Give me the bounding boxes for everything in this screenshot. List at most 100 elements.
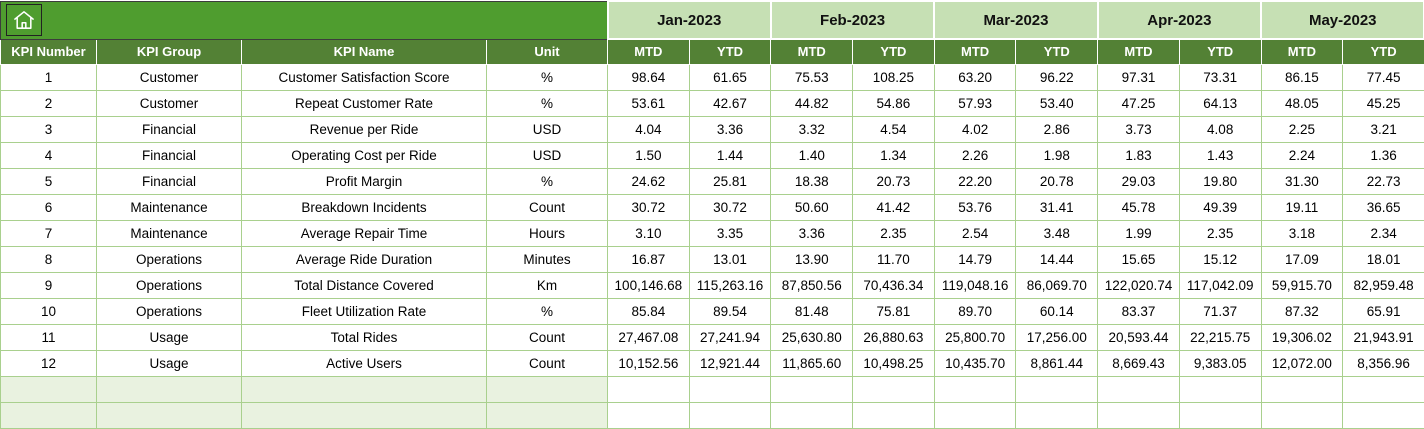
col-header-mar-2023-mtd[interactable]: MTD [934,39,1016,64]
empty-cell[interactable] [1179,402,1261,428]
kpi-group-cell[interactable]: Usage [97,324,242,350]
col-header-apr-2023-mtd[interactable]: MTD [1098,39,1180,64]
value-cell[interactable]: 3.36 [771,220,853,246]
kpi-number-cell[interactable]: 10 [1,298,97,324]
kpi-group-cell[interactable]: Operations [97,272,242,298]
kpi-name-cell[interactable]: Revenue per Ride [242,116,487,142]
value-cell[interactable]: 4.08 [1179,116,1261,142]
value-cell[interactable]: 3.10 [608,220,690,246]
empty-cell[interactable] [934,376,1016,402]
col-header-apr-2023-ytd[interactable]: YTD [1179,39,1261,64]
value-cell[interactable]: 8,861.44 [1016,350,1098,376]
col-header-kpi-name[interactable]: KPI Name [242,39,487,64]
empty-cell[interactable] [1016,402,1098,428]
value-cell[interactable]: 17,256.00 [1016,324,1098,350]
value-cell[interactable]: 70,436.34 [853,272,935,298]
value-cell[interactable]: 81.48 [771,298,853,324]
value-cell[interactable]: 12,072.00 [1261,350,1343,376]
value-cell[interactable]: 60.14 [1016,298,1098,324]
value-cell[interactable]: 15.65 [1098,246,1180,272]
kpi-number-cell[interactable]: 2 [1,90,97,116]
value-cell[interactable]: 82,959.48 [1343,272,1424,298]
value-cell[interactable]: 89.54 [689,298,771,324]
month-header-apr-2023[interactable]: Apr-2023 [1098,1,1261,39]
empty-cell[interactable] [487,402,608,428]
empty-cell[interactable] [771,402,853,428]
empty-cell[interactable] [689,376,771,402]
unit-cell[interactable]: % [487,90,608,116]
value-cell[interactable]: 19.80 [1179,168,1261,194]
kpi-name-cell[interactable]: Breakdown Incidents [242,194,487,220]
empty-cell[interactable] [1016,376,1098,402]
value-cell[interactable]: 87,850.56 [771,272,853,298]
value-cell[interactable]: 1.99 [1098,220,1180,246]
value-cell[interactable]: 42.67 [689,90,771,116]
empty-cell[interactable] [1098,376,1180,402]
kpi-group-cell[interactable]: Operations [97,246,242,272]
col-header-feb-2023-mtd[interactable]: MTD [771,39,853,64]
value-cell[interactable]: 27,467.08 [608,324,690,350]
value-cell[interactable]: 4.54 [853,116,935,142]
value-cell[interactable]: 2.24 [1261,142,1343,168]
empty-cell[interactable] [1261,402,1343,428]
value-cell[interactable]: 11,865.60 [771,350,853,376]
col-header-feb-2023-ytd[interactable]: YTD [853,39,935,64]
value-cell[interactable]: 2.35 [1179,220,1261,246]
value-cell[interactable]: 19,306.02 [1261,324,1343,350]
kpi-name-cell[interactable]: Operating Cost per Ride [242,142,487,168]
value-cell[interactable]: 71.37 [1179,298,1261,324]
value-cell[interactable]: 20.78 [1016,168,1098,194]
value-cell[interactable]: 1.43 [1179,142,1261,168]
value-cell[interactable]: 53.40 [1016,90,1098,116]
kpi-name-cell[interactable]: Customer Satisfaction Score [242,64,487,90]
kpi-group-cell[interactable]: Customer [97,64,242,90]
kpi-number-cell[interactable]: 12 [1,350,97,376]
value-cell[interactable]: 25,630.80 [771,324,853,350]
value-cell[interactable]: 31.41 [1016,194,1098,220]
value-cell[interactable]: 77.45 [1343,64,1424,90]
value-cell[interactable]: 86,069.70 [1016,272,1098,298]
unit-cell[interactable]: Count [487,324,608,350]
value-cell[interactable]: 75.53 [771,64,853,90]
value-cell[interactable]: 29.03 [1098,168,1180,194]
empty-cell[interactable] [97,402,242,428]
value-cell[interactable]: 1.34 [853,142,935,168]
value-cell[interactable]: 100,146.68 [608,272,690,298]
value-cell[interactable]: 20,593.44 [1098,324,1180,350]
value-cell[interactable]: 53.76 [934,194,1016,220]
empty-cell[interactable] [1343,376,1424,402]
kpi-name-cell[interactable]: Total Rides [242,324,487,350]
unit-cell[interactable]: Minutes [487,246,608,272]
value-cell[interactable]: 16.87 [608,246,690,272]
value-cell[interactable]: 10,152.56 [608,350,690,376]
value-cell[interactable]: 30.72 [608,194,690,220]
value-cell[interactable]: 2.54 [934,220,1016,246]
value-cell[interactable]: 47.25 [1098,90,1180,116]
empty-cell[interactable] [934,402,1016,428]
value-cell[interactable]: 18.01 [1343,246,1424,272]
value-cell[interactable]: 22.20 [934,168,1016,194]
empty-cell[interactable] [853,402,935,428]
unit-cell[interactable]: Count [487,194,608,220]
value-cell[interactable]: 3.36 [689,116,771,142]
value-cell[interactable]: 26,880.63 [853,324,935,350]
value-cell[interactable]: 8,356.96 [1343,350,1424,376]
value-cell[interactable]: 44.82 [771,90,853,116]
kpi-number-cell[interactable]: 11 [1,324,97,350]
value-cell[interactable]: 31.30 [1261,168,1343,194]
value-cell[interactable]: 2.35 [853,220,935,246]
value-cell[interactable]: 27,241.94 [689,324,771,350]
unit-cell[interactable]: % [487,298,608,324]
empty-cell[interactable] [771,376,853,402]
kpi-name-cell[interactable]: Repeat Customer Rate [242,90,487,116]
value-cell[interactable]: 1.44 [689,142,771,168]
value-cell[interactable]: 96.22 [1016,64,1098,90]
empty-cell[interactable] [1,376,97,402]
month-header-jan-2023[interactable]: Jan-2023 [608,1,771,39]
value-cell[interactable]: 12,921.44 [689,350,771,376]
value-cell[interactable]: 45.25 [1343,90,1424,116]
empty-cell[interactable] [1098,402,1180,428]
value-cell[interactable]: 49.39 [1179,194,1261,220]
value-cell[interactable]: 3.35 [689,220,771,246]
value-cell[interactable]: 57.93 [934,90,1016,116]
